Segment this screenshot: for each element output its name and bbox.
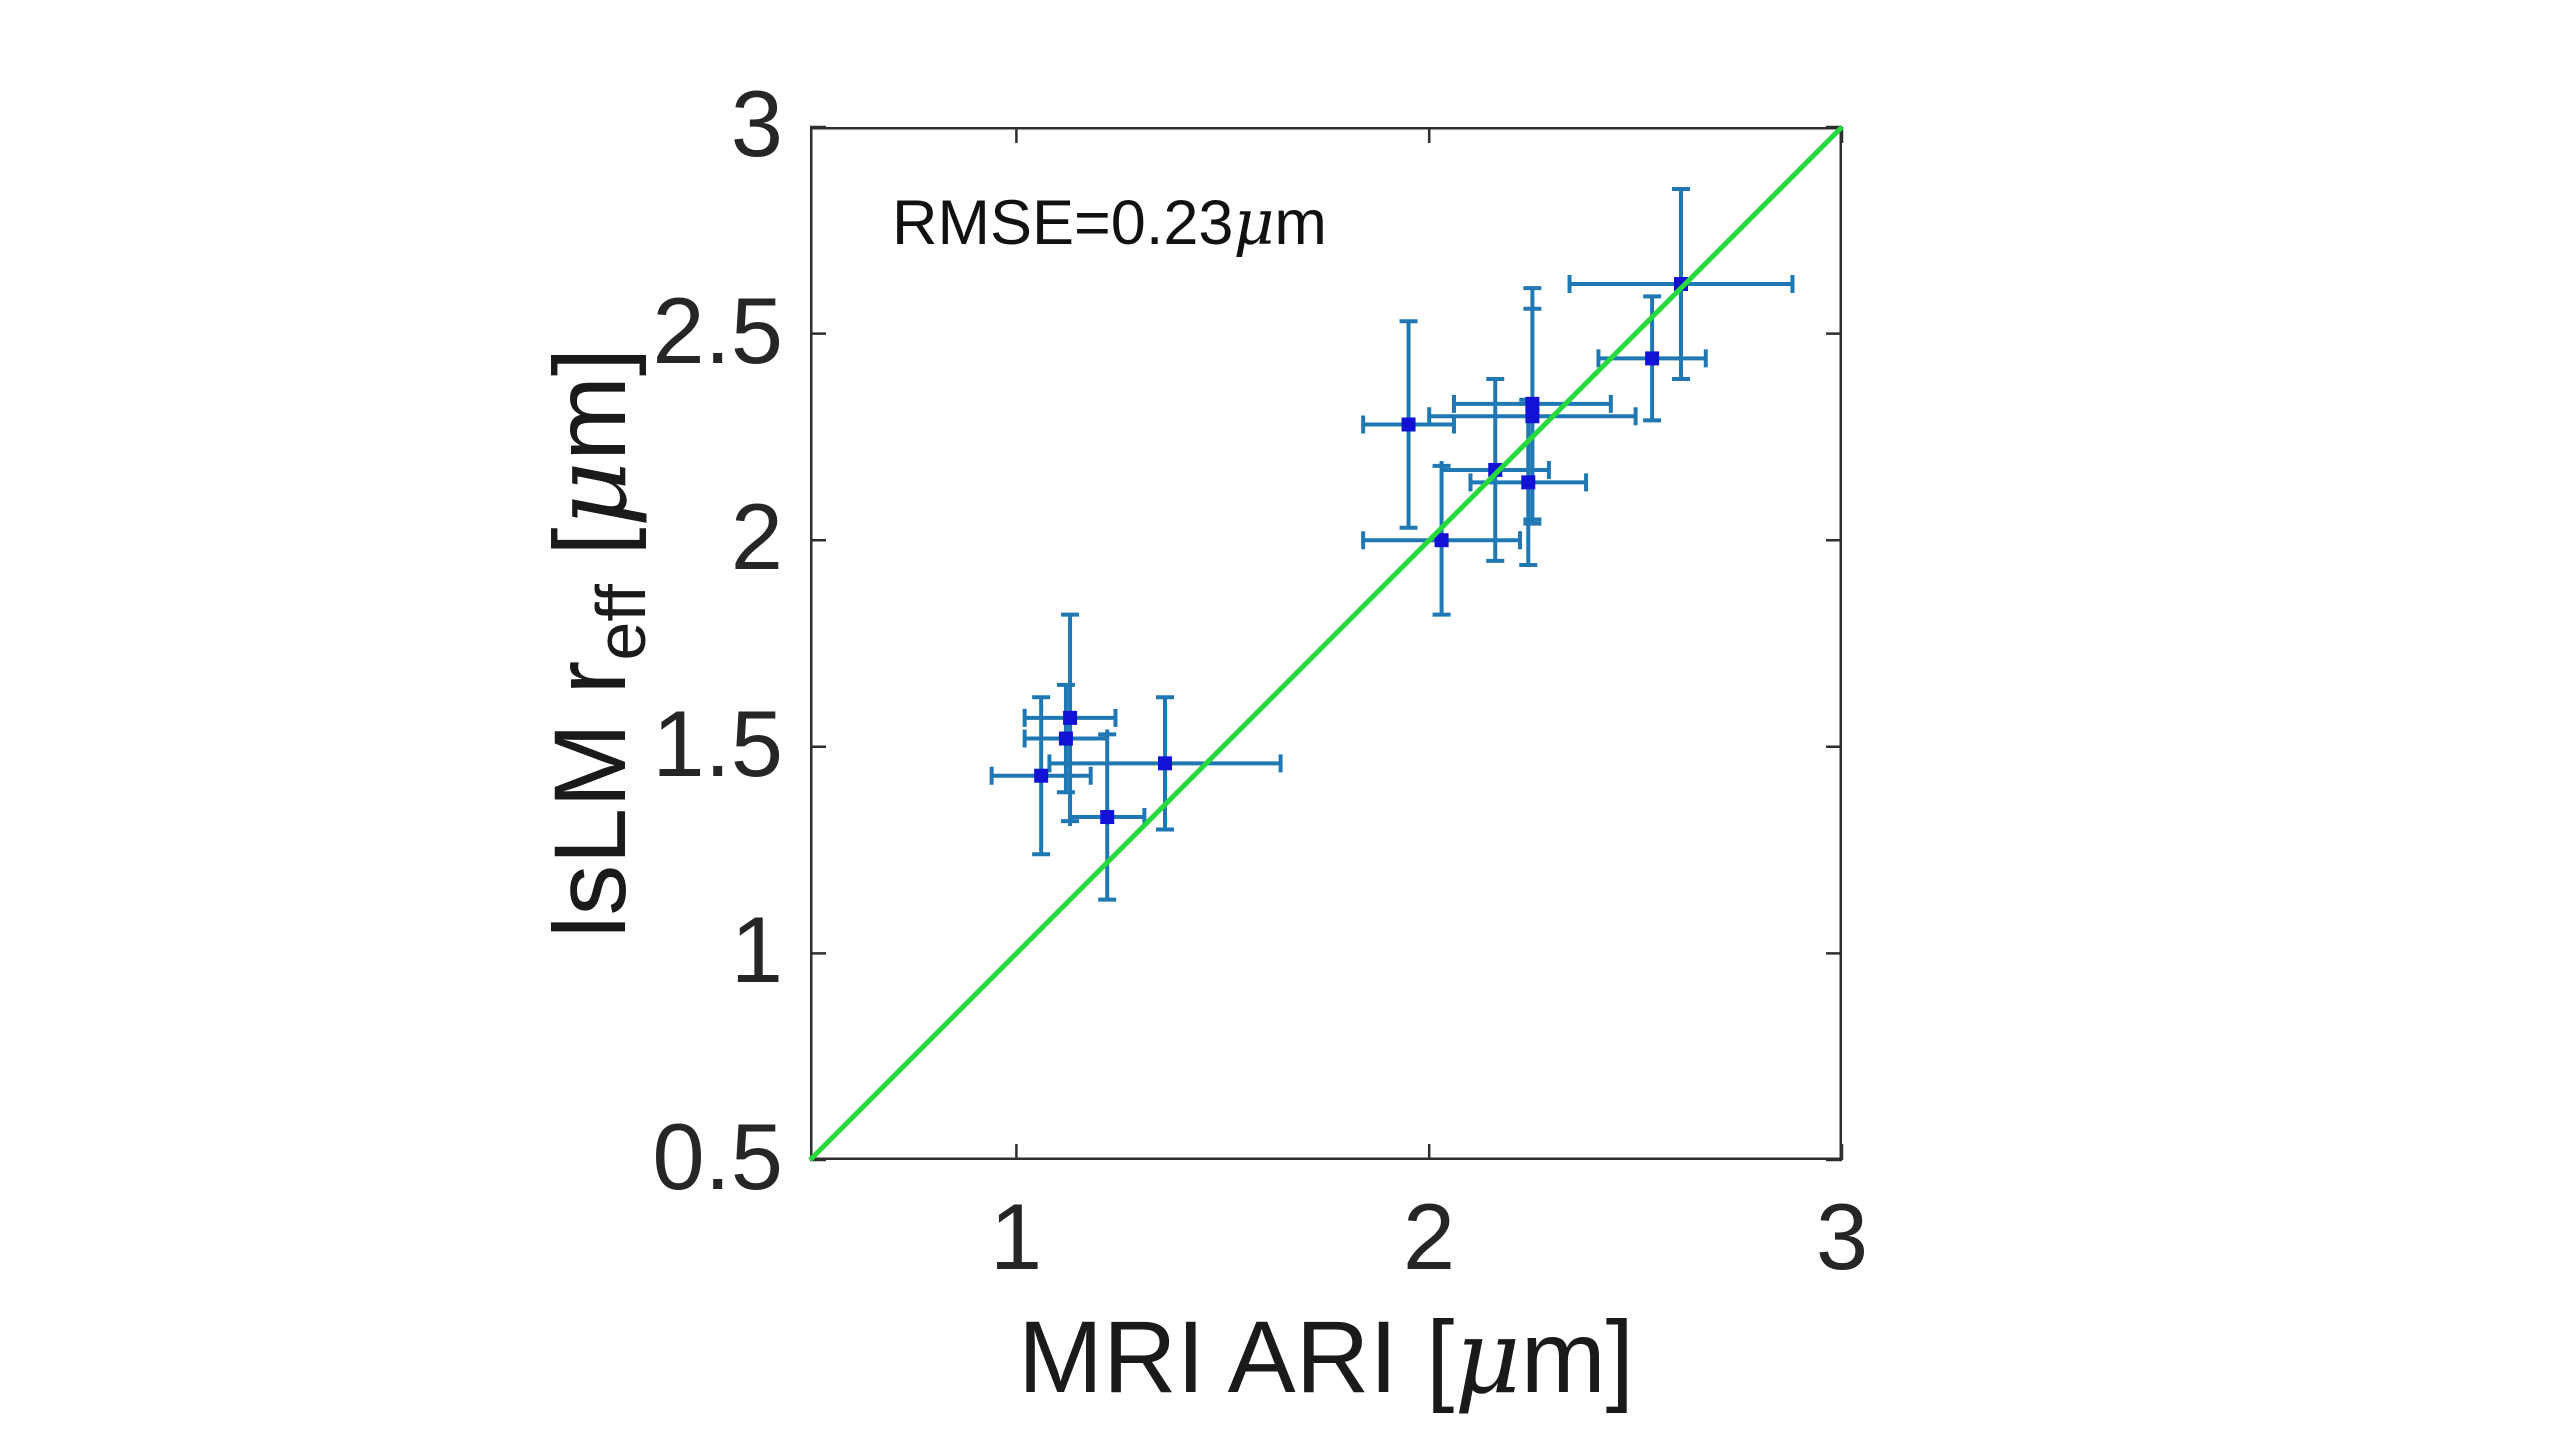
- scatter-plot: [808, 125, 1844, 1162]
- x-axis-label-unit: m]: [1520, 1300, 1634, 1414]
- mu-symbol: μ: [531, 461, 650, 528]
- data-point-marker: [1058, 731, 1073, 746]
- axis-ticks: [810, 125, 1844, 1162]
- identity-line: [808, 125, 1844, 1162]
- data-point-marker: [1645, 351, 1660, 366]
- y-tick-label-1: 1: [730, 897, 783, 1002]
- y-tick-label-1.5: 1.5: [652, 691, 783, 796]
- x-tick-label-3: 3: [1815, 1184, 1869, 1289]
- mu-symbol: μ: [1454, 1298, 1521, 1417]
- data-point-marker: [1434, 533, 1449, 548]
- y-axis-label-text: lsLM r: [533, 660, 647, 939]
- y-axis-label: lsLM reff [μm]: [531, 93, 660, 1193]
- data-point-marker: [1034, 768, 1049, 783]
- y-axis-label-bracket: [: [533, 527, 647, 585]
- data-point-marker: [1158, 756, 1173, 771]
- data-point-marker: [1100, 810, 1115, 825]
- x-axis-label-text: MRI ARI [: [1018, 1300, 1455, 1414]
- data-point-marker: [1525, 409, 1540, 424]
- y-axis-label-unit: m]: [533, 347, 647, 462]
- data-point-marker: [1521, 475, 1536, 490]
- x-tick-label-2: 2: [1402, 1184, 1456, 1289]
- x-axis-label: MRI ARI [μm]: [810, 1306, 1842, 1409]
- data-point-marker: [1401, 417, 1416, 432]
- y-tick-label-3: 3: [730, 71, 783, 176]
- data-point-marker: [1063, 710, 1078, 725]
- x-tick-label-1: 1: [989, 1184, 1043, 1289]
- rmse-annotation: RMSE=0.23μm: [892, 191, 1327, 255]
- y-axis-label-subscript: eff: [582, 584, 660, 661]
- data-point-marker: [1525, 396, 1540, 411]
- rmse-annotation-text: RMSE=0.23: [892, 188, 1234, 258]
- rmse-annotation-unit: m: [1274, 188, 1327, 258]
- y-tick-label-0.5: 0.5: [652, 1104, 783, 1209]
- y-tick-label-2.5: 2.5: [652, 278, 783, 383]
- y-tick-label-2: 2: [730, 484, 783, 589]
- mu-symbol: μ: [1233, 186, 1275, 259]
